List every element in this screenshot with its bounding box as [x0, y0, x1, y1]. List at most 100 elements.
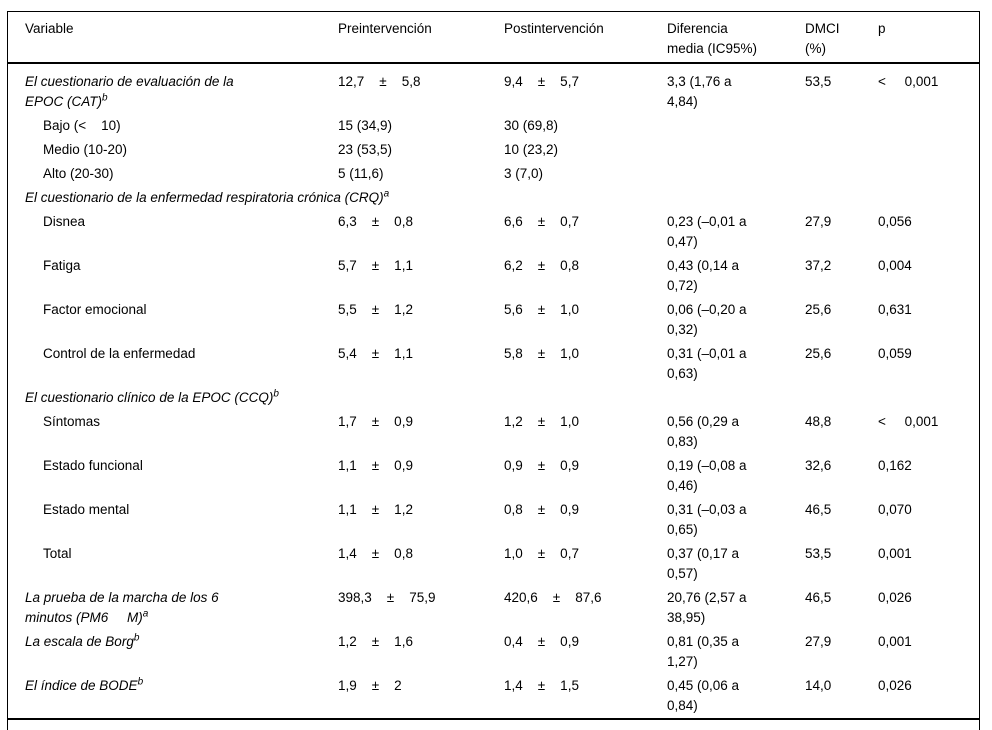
dmci-value: 25,6 [805, 302, 832, 317]
dmci-value: 27,9 [805, 634, 832, 649]
postintervencion-value: 0,9 ± 0,9 [504, 458, 579, 473]
footnote-marker: b [137, 676, 144, 688]
postintervencion-value: 1,4 ± 1,5 [504, 678, 579, 693]
dmci-value: 25,6 [805, 346, 832, 361]
preintervencion-value: 1,9 ± 2 [338, 678, 402, 693]
dmci-value: 46,5 [805, 502, 832, 517]
variable-label-cell: La prueba de la marcha de los 6 minutos … [8, 586, 338, 630]
table-row: Disnea 6,3 ± 0,8 6,6 ± 0,7 0,23 (–0,01 a 0,… [8, 210, 979, 254]
postintervencion-value: 0,8 ± 0,9 [504, 502, 579, 517]
header-row: Variable Preintervención Postintervenció… [8, 12, 979, 64]
variable-label-cell: Estado funcional [8, 454, 338, 498]
postintervencion-value: 1,0 ± 0,7 [504, 546, 579, 561]
p-value: < 0,001 [878, 74, 939, 89]
p-value [878, 138, 979, 162]
table-row: Total 1,4 ± 0,8 1,0 ± 0,7 0,37 (0,17 a 0,57… [8, 542, 979, 586]
diferencia-media-value: 20,76 (2,57 a 38,95) [667, 590, 747, 625]
variable-label: Total [43, 546, 72, 561]
p-value: 0,001 [878, 546, 912, 561]
preintervencion-value: 5,7 ± 1,1 [338, 258, 413, 273]
preintervencion-value: 15 (34,9) [338, 118, 393, 133]
variable-label: Bajo (< 10) [43, 118, 121, 133]
footnote-marker: b [102, 92, 108, 104]
preintervencion-value: 23 (53,5) [338, 142, 393, 157]
preintervencion-value: 1,1 ± 0,9 [338, 458, 413, 473]
p-value: 0,001 [878, 634, 912, 649]
variable-label-cell: Bajo (< 10) [8, 114, 338, 138]
p-value: < 0,001 [878, 414, 939, 429]
preintervencion-value: 398,3 ± 75,9 [338, 590, 436, 605]
preintervencion-value: 12,7 ± 5,8 [338, 74, 421, 89]
variable-label: Estado funcional [43, 458, 143, 473]
dmci-value [805, 162, 878, 186]
table-row: Síntomas 1,7 ± 0,9 1,2 ± 1,0 0,56 (0,29 a 0… [8, 410, 979, 454]
diferencia-media-value: 0,43 (0,14 a 0,72) [667, 258, 740, 293]
postintervencion-value: 1,2 ± 1,0 [504, 414, 579, 429]
p-value: 0,070 [878, 502, 912, 517]
column-header-dmci: DMCI (%) [805, 12, 878, 64]
dmci-value: 53,5 [805, 546, 832, 561]
variable-label-cell: Síntomas [8, 410, 338, 454]
p-value: 0,162 [878, 458, 912, 473]
diferencia-media-value: 0,19 (–0,08 a 0,46) [667, 458, 747, 493]
p-value [878, 114, 979, 138]
table-body: El cuestionario de evaluación de la EPOC… [8, 63, 979, 719]
dmci-value: 27,9 [805, 214, 832, 229]
variable-label: El índice de BODE [25, 678, 138, 693]
table-row: Medio (10-20) 23 (53,5) 10 (23,2) [8, 138, 979, 162]
column-header-postintervencion: Postintervención [504, 12, 667, 64]
variable-label-cell: Alto (20-30) [8, 162, 338, 186]
variable-label: El cuestionario de la enfermedad respira… [25, 190, 384, 205]
variable-label: Alto (20-30) [43, 166, 114, 181]
postintervencion-value: 5,8 ± 1,0 [504, 346, 579, 361]
postintervencion-value: 6,6 ± 0,7 [504, 214, 579, 229]
postintervencion-value: 10 (23,2) [504, 142, 559, 157]
section-label-cell: El cuestionario clínico de la EPOC (CCQ)… [8, 386, 979, 410]
p-value [878, 162, 979, 186]
variable-label: Factor emocional [43, 302, 147, 317]
diferencia-media-value: 3,3 (1,76 a 4,84) [667, 74, 732, 109]
table-row: Bajo (< 10) 15 (34,9) 30 (69,8) [8, 114, 979, 138]
dmci-value: 46,5 [805, 590, 832, 605]
dmci-value: 48,8 [805, 414, 832, 429]
dmci-value: 14,0 [805, 678, 832, 693]
postintervencion-value: 3 (7,0) [504, 166, 544, 181]
footnote-marker: a [383, 188, 390, 200]
table-header: Variable Preintervención Postintervenció… [8, 12, 979, 64]
dmci-value: 37,2 [805, 258, 832, 273]
table-row: El cuestionario de evaluación de la EPOC… [8, 63, 979, 114]
variable-label-cell: Medio (10-20) [8, 138, 338, 162]
diferencia-media-value: 0,45 (0,06 a 0,84) [667, 678, 740, 713]
variable-label-cell: Factor emocional [8, 298, 338, 342]
postintervencion-value: 0,4 ± 0,9 [504, 634, 579, 649]
p-value: 0,631 [878, 302, 912, 317]
table-row: Control de la enfermedad 5,4 ± 1,1 5,8 ± 1… [8, 342, 979, 386]
table-row: Fatiga 5,7 ± 1,1 6,2 ± 0,8 0,43 (0,14 a 0,7… [8, 254, 979, 298]
variable-label-cell: Disnea [8, 210, 338, 254]
diferencia-media-value: 0,23 (–0,01 a 0,47) [667, 214, 747, 249]
table-container: Variable Preintervención Postintervenció… [7, 11, 980, 730]
preintervencion-value: 1,1 ± 1,2 [338, 502, 413, 517]
section-label-cell: El cuestionario de la enfermedad respira… [8, 186, 979, 210]
column-header-preintervencion: Preintervención [338, 12, 504, 64]
table-row: La escala de Borgb 1,2 ± 1,6 0,4 ± 0,9 0,81… [8, 630, 979, 674]
diferencia-media-value: 0,81 (0,35 a 1,27) [667, 634, 740, 669]
table-row: Estado mental 1,1 ± 1,2 0,8 ± 0,9 0,31 (–0,… [8, 498, 979, 542]
variable-label-cell: Estado mental [8, 498, 338, 542]
variable-label: La prueba de la marcha de los 6 minutos … [25, 590, 219, 625]
variable-label: Disnea [43, 214, 86, 229]
table-row: Factor emocional 5,5 ± 1,2 5,6 ± 1,0 0,06 (… [8, 298, 979, 342]
footnote-marker: b [273, 388, 279, 400]
p-value: 0,026 [878, 590, 912, 605]
column-header-diferencia-media: Diferencia media (IC95%) [667, 12, 805, 64]
postintervencion-value: 5,6 ± 1,0 [504, 302, 579, 317]
preintervencion-value: 1,2 ± 1,6 [338, 634, 413, 649]
dmci-value: 32,6 [805, 458, 832, 473]
variable-label: El cuestionario clínico de la EPOC (CCQ) [25, 390, 274, 405]
p-value: 0,059 [878, 346, 912, 361]
table-row: El cuestionario clínico de la EPOC (CCQ)… [8, 386, 979, 410]
postintervencion-value: 420,6 ± 87,6 [504, 590, 602, 605]
footnote-marker: a [142, 608, 149, 620]
variable-label-cell: El índice de BODEb [8, 674, 338, 719]
table-row: La prueba de la marcha de los 6 minutos … [8, 586, 979, 630]
